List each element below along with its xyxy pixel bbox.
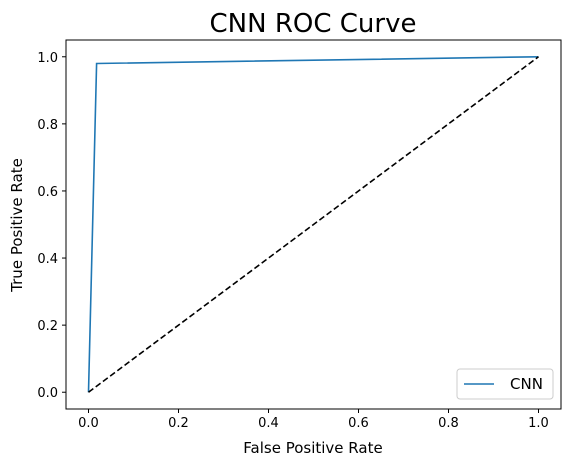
chart-title: CNN ROC Curve	[210, 9, 417, 39]
legend: CNN	[456, 368, 554, 400]
y-tick-label: 0.2	[37, 319, 58, 334]
x-tick-label: 0.4	[258, 416, 279, 431]
y-axis: 0.0 0.2 0.4 0.6 0.8 1.0	[37, 51, 66, 401]
legend-box	[456, 368, 554, 400]
x-tick-label: 0.0	[78, 416, 99, 431]
y-tick-label: 1.0	[37, 51, 58, 66]
plot-frame	[65, 39, 562, 410]
x-tick-label: 0.2	[168, 416, 189, 431]
x-axis: 0.0 0.2 0.4 0.6 0.8 1.0	[78, 409, 549, 431]
y-axis-label: True Positive Rate	[8, 158, 26, 293]
x-axis-label: False Positive Rate	[243, 439, 382, 457]
diagonal-reference-line	[88, 56, 539, 393]
y-tick-label: 0.0	[37, 386, 58, 401]
series-layer	[87, 55, 539, 393]
series-line-cnn	[87, 55, 539, 393]
x-tick-label: 1.0	[528, 416, 549, 431]
legend-label-cnn: CNN	[510, 375, 543, 393]
x-tick-label: 0.6	[348, 416, 369, 431]
y-tick-label: 0.6	[37, 185, 58, 200]
y-tick-label: 0.4	[37, 252, 58, 267]
y-tick-label: 0.8	[37, 118, 58, 133]
x-tick-label: 0.8	[438, 416, 459, 431]
